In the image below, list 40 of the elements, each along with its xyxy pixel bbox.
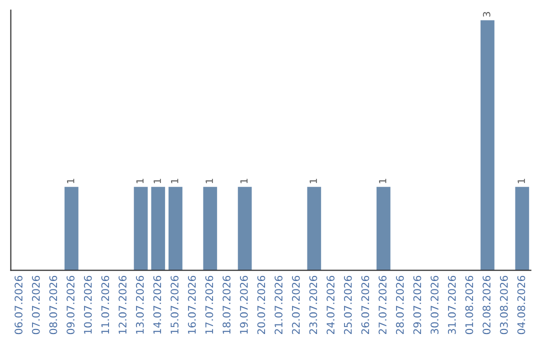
x-tick-label: 06.07.2026 bbox=[14, 276, 22, 334]
x-tick-label: 29.07.2026 bbox=[413, 276, 422, 334]
x-tick-label: 12.07.2026 bbox=[118, 276, 126, 334]
x-tick-label: 31.07.2026 bbox=[448, 276, 456, 334]
data-label: 1 bbox=[206, 178, 213, 184]
x-tick-label: 15.07.2026 bbox=[170, 276, 178, 334]
x-tick-label: 01.08.2026 bbox=[465, 276, 474, 334]
x-tick-label: 22.07.2026 bbox=[292, 276, 300, 334]
x-tick-label: 07.07.2026 bbox=[32, 276, 40, 334]
x-tick-label: 30.07.2026 bbox=[430, 276, 439, 334]
x-tick-label: 19.07.2026 bbox=[240, 276, 248, 334]
x-tick-label: 23.07.2026 bbox=[309, 276, 318, 334]
x-tick-label: 04.08.2026 bbox=[517, 276, 526, 334]
data-label: 1 bbox=[67, 178, 74, 184]
x-tick-label: 16.07.2026 bbox=[188, 276, 196, 334]
x-tick-label: 25.07.2026 bbox=[344, 276, 352, 334]
x-tick-label: 28.07.2026 bbox=[396, 276, 404, 334]
x-tick-label: 13.07.2026 bbox=[136, 276, 144, 334]
x-tick-label: 18.07.2026 bbox=[222, 276, 230, 334]
data-label: 1 bbox=[310, 178, 317, 184]
x-tick-label: 26.07.2026 bbox=[361, 276, 370, 334]
x-tick-label: 03.08.2026 bbox=[500, 276, 508, 334]
x-tick-label: 10.07.2026 bbox=[84, 276, 92, 334]
data-label: 1 bbox=[154, 178, 161, 184]
x-tick-label: 20.07.2026 bbox=[257, 276, 266, 334]
data-label: 1 bbox=[379, 178, 386, 184]
x-tick-label: 27.07.2026 bbox=[378, 276, 387, 334]
x-tick-label: 24.07.2026 bbox=[326, 276, 334, 334]
data-label: 1 bbox=[136, 178, 144, 184]
x-tick-label: 21.07.2026 bbox=[274, 276, 282, 334]
data-label: 1 bbox=[518, 178, 525, 184]
x-tick-label: 17.07.2026 bbox=[205, 276, 214, 334]
x-tick-label: 08.07.2026 bbox=[49, 276, 58, 334]
x-tick-label: 11.07.2026 bbox=[101, 276, 110, 334]
data-label: 1 bbox=[240, 178, 248, 184]
x-tick-label: 02.08.2026 bbox=[482, 276, 491, 334]
x-tick-label: 14.07.2026 bbox=[153, 276, 162, 334]
x-tick-label: 09.07.2026 bbox=[66, 276, 74, 334]
data-label: 3 bbox=[482, 12, 490, 17]
data-label: 1 bbox=[171, 178, 178, 184]
